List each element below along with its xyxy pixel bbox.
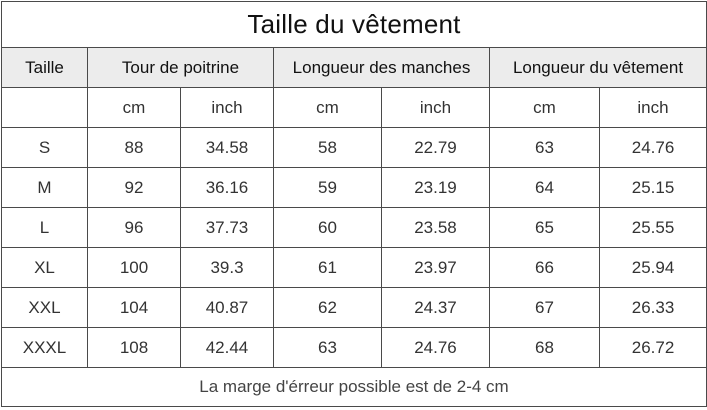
sleeve-inch-cell: 23.58 xyxy=(381,207,490,248)
length-cm-cell: 67 xyxy=(489,287,600,328)
length-inch-cell: 25.94 xyxy=(598,247,707,288)
sleeve-inch-cell: 24.76 xyxy=(381,327,490,368)
chest-cm-cell: 100 xyxy=(87,247,181,288)
table-row: XXXL 108 42.44 63 24.76 68 26.72 xyxy=(1,327,707,368)
unit-cell: inch xyxy=(180,87,274,128)
title-row: Taille du vêtement xyxy=(0,1,707,48)
sleeve-inch-cell: 23.97 xyxy=(381,247,490,288)
header-length: Longueur du vêtement xyxy=(488,47,707,88)
size-cell: XL xyxy=(1,247,88,288)
length-inch-cell: 25.15 xyxy=(598,167,707,208)
table-row: L 96 37.73 60 23.58 65 25.55 xyxy=(1,207,707,248)
sleeve-cm-cell: 60 xyxy=(273,207,382,248)
length-inch-cell: 25.55 xyxy=(598,207,707,248)
sleeve-cm-cell: 63 xyxy=(273,327,382,368)
length-inch-cell: 24.76 xyxy=(598,127,707,168)
length-inch-cell: 26.72 xyxy=(598,327,707,368)
unit-cell: inch xyxy=(381,87,490,128)
note-row: La marge d'érreur possible est de 2-4 cm xyxy=(0,367,707,407)
header-size: Taille xyxy=(1,47,88,88)
size-cell: XXL xyxy=(1,287,88,328)
size-cell: L xyxy=(1,207,88,248)
length-cm-cell: 63 xyxy=(489,127,600,168)
chest-cm-cell: 104 xyxy=(87,287,181,328)
chest-cm-cell: 96 xyxy=(87,207,181,248)
table-row: S 88 34.58 58 22.79 63 24.76 xyxy=(1,127,707,168)
chest-inch-cell: 36.16 xyxy=(180,167,274,208)
header-row: Taille Tour de poitrine Longueur des man… xyxy=(1,47,707,88)
sleeve-inch-cell: 23.19 xyxy=(381,167,490,208)
chest-inch-cell: 37.73 xyxy=(180,207,274,248)
table-row: M 92 36.16 59 23.19 64 25.15 xyxy=(1,167,707,208)
unit-cell: inch xyxy=(598,87,707,128)
chest-cm-cell: 108 xyxy=(87,327,181,368)
size-cell: S xyxy=(1,127,88,168)
sleeve-cm-cell: 61 xyxy=(273,247,382,288)
sleeve-cm-cell: 59 xyxy=(273,167,382,208)
length-inch-cell: 26.33 xyxy=(598,287,707,328)
unit-cell: cm xyxy=(273,87,382,128)
sleeve-cm-cell: 58 xyxy=(273,127,382,168)
size-cell: XXXL xyxy=(1,327,88,368)
chest-inch-cell: 42.44 xyxy=(180,327,274,368)
length-cm-cell: 64 xyxy=(489,167,600,208)
table-row: XL 100 39.3 61 23.97 66 25.94 xyxy=(1,247,707,288)
sleeve-inch-cell: 24.37 xyxy=(381,287,490,328)
table-row: XXL 104 40.87 62 24.37 67 26.33 xyxy=(1,287,707,328)
error-margin-note: La marge d'érreur possible est de 2-4 cm xyxy=(0,367,707,407)
unit-cell: cm xyxy=(87,87,181,128)
unit-cell: cm xyxy=(489,87,600,128)
sleeve-cm-cell: 62 xyxy=(273,287,382,328)
length-cm-cell: 65 xyxy=(489,207,600,248)
unit-blank-cell xyxy=(1,87,88,128)
size-cell: M xyxy=(1,167,88,208)
unit-row: cm inch cm inch cm inch xyxy=(1,87,707,128)
page-title: Taille du vêtement xyxy=(0,1,707,48)
chest-inch-cell: 39.3 xyxy=(180,247,274,288)
sleeve-inch-cell: 22.79 xyxy=(381,127,490,168)
header-sleeve: Longueur des manches xyxy=(273,47,490,88)
length-cm-cell: 68 xyxy=(489,327,600,368)
chest-cm-cell: 92 xyxy=(87,167,181,208)
header-chest: Tour de poitrine xyxy=(87,47,274,88)
chest-inch-cell: 34.58 xyxy=(180,127,274,168)
length-cm-cell: 66 xyxy=(489,247,600,288)
chest-inch-cell: 40.87 xyxy=(180,287,274,328)
chest-cm-cell: 88 xyxy=(87,127,181,168)
